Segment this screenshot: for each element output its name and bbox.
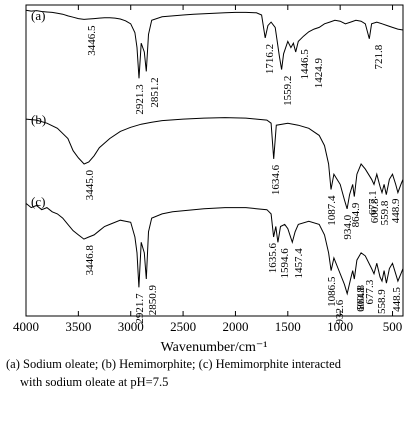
series-label-1: (a) [31, 8, 45, 23]
peak-label: 1594.6 [279, 248, 291, 279]
peak-label: 1559.2 [282, 76, 294, 106]
caption-line-2: with sodium oleate at pH=7.5 [20, 375, 169, 389]
peak-label: 1424.9 [313, 58, 325, 89]
peak-label: 2850.9 [147, 285, 159, 316]
spectrum-line-2 [25, 117, 404, 210]
peak-label: 721.8 [373, 44, 385, 69]
x-tick-label: 500 [383, 319, 403, 334]
peak-label: 2921.7 [134, 293, 146, 324]
peak-label: 559.8 [379, 200, 391, 225]
peak-label: 600.8 [355, 287, 367, 312]
peak-label: 1634.6 [270, 164, 282, 195]
peak-label: 2921.3 [134, 84, 146, 115]
peak-label: 448.9 [390, 198, 402, 223]
series-label-3: (c) [31, 194, 45, 209]
spectrum-line-3 [25, 203, 404, 296]
peak-label: 558.9 [376, 289, 388, 314]
spectrum-line-1 [25, 9, 404, 79]
peak-label: 677.3 [364, 279, 376, 304]
peak-label: 677.1 [367, 190, 379, 215]
peak-label: 448.5 [391, 287, 403, 312]
x-tick-label: 2500 [170, 319, 196, 334]
x-tick-label: 1500 [275, 319, 301, 334]
series-label-2: (b) [31, 112, 46, 127]
peak-label: 864.9 [350, 202, 362, 227]
x-tick-label: 4000 [13, 319, 39, 334]
peak-label: 934.0 [342, 214, 354, 239]
peak-label: 3446.8 [84, 245, 96, 276]
peak-label: 600.8 [369, 198, 381, 223]
peak-label: 3445.0 [84, 170, 96, 201]
x-tick-label: 1000 [327, 319, 353, 334]
peak-label: 1457.4 [293, 248, 305, 279]
peak-label: 1087.4 [326, 195, 338, 226]
x-tick-label: 2000 [222, 319, 248, 334]
x-ticks: 4000 3500 3000 2500 2000 1500 1000 500 [13, 5, 402, 334]
plot-frame [25, 4, 404, 317]
peak-label: 2851.2 [149, 77, 161, 107]
x-axis-label: Wavenumber/cm⁻¹ [161, 340, 268, 355]
peak-label: 1446.5 [299, 49, 311, 80]
peak-label: 1635.6 [267, 243, 279, 274]
peak-label: 3446.5 [86, 25, 98, 56]
x-tick-label: 3500 [65, 319, 91, 334]
x-tick-label: 3000 [118, 319, 144, 334]
peak-label: 1086.5 [326, 276, 338, 307]
caption-line-1: (a) Sodium oleate; (b) Hemimorphite; (c)… [6, 357, 341, 371]
peak-label: 1716.2 [264, 44, 276, 74]
figure-caption: (a) Sodium oleate; (b) Hemimorphite; (c)… [6, 355, 406, 391]
peak-label: 864.8 [355, 285, 367, 310]
